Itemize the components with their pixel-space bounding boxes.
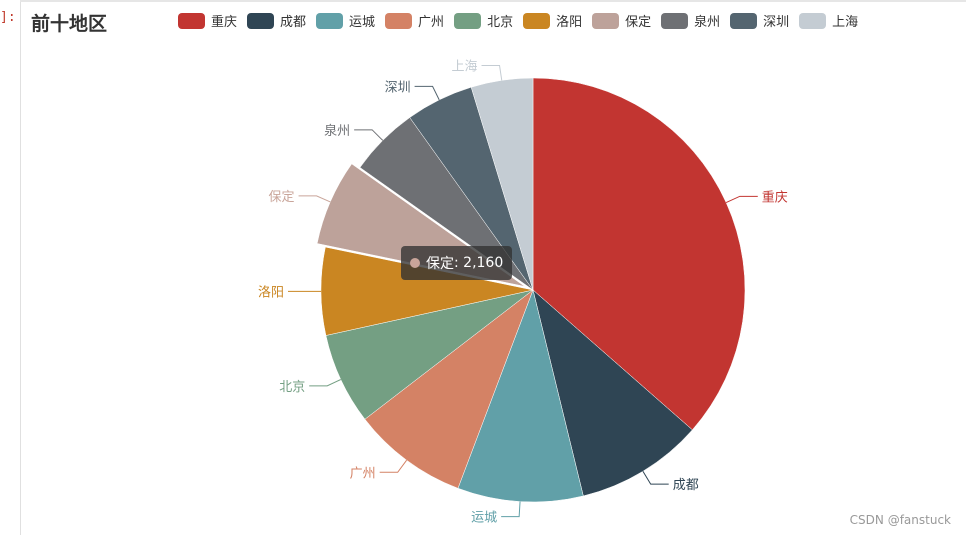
label-leader-line [481, 64, 503, 81]
legend-swatch [661, 12, 689, 29]
tooltip-value: 2,160 [463, 255, 504, 271]
legend-item[interactable]: 北京 [454, 11, 513, 30]
legend-label: 运城 [349, 15, 376, 30]
legend-item[interactable]: 成都 [247, 11, 306, 30]
slice-label: 运城 [471, 511, 497, 526]
pie-slice[interactable] [457, 289, 584, 503]
label-leader-line [379, 459, 408, 473]
legend-item[interactable]: 重庆 [178, 11, 237, 30]
legend-swatch [592, 12, 620, 29]
cell-top-rule [20, 0, 966, 2]
slice-label: 保定 [269, 190, 295, 205]
legend-item[interactable]: 洛阳 [523, 11, 582, 30]
legend-label: 上海 [832, 15, 859, 30]
slice-label: 广州 [350, 466, 376, 481]
legend-swatch [385, 12, 413, 29]
label-leader-line [309, 379, 342, 387]
slice-label: 重庆 [762, 189, 788, 205]
label-leader-line [642, 471, 669, 485]
slice-label: 上海 [452, 59, 478, 74]
legend-swatch [454, 12, 482, 29]
label-leader-line [298, 195, 331, 203]
slice-label: 成都 [673, 478, 699, 493]
tooltip-separator: : [454, 255, 464, 271]
legend-label: 北京 [487, 15, 514, 30]
chart-legend: 重庆 成都 运城 广州 北京 洛阳 保定 泉州 深圳 上海 [178, 11, 868, 30]
slice-label: 北京 [279, 380, 305, 395]
legend-item[interactable]: 保定 [592, 11, 651, 30]
legend-swatch [247, 12, 275, 29]
legend-label: 深圳 [763, 15, 790, 30]
legend-label: 保定 [625, 15, 652, 30]
legend-swatch [178, 12, 205, 29]
legend-label: 广州 [418, 15, 445, 30]
legend-label: 泉州 [694, 15, 721, 30]
slice-label: 泉州 [324, 123, 350, 139]
cell-left-rule [20, 0, 21, 535]
chart-title: 前十地区 [31, 13, 108, 35]
label-leader-line [501, 501, 521, 518]
legend-label: 重庆 [211, 15, 238, 30]
legend-swatch [316, 12, 344, 29]
legend-item[interactable]: 深圳 [730, 11, 789, 30]
slice-label: 深圳 [385, 80, 411, 95]
legend-swatch [799, 12, 827, 29]
legend-label: 成都 [280, 15, 307, 30]
legend-item[interactable]: 泉州 [661, 11, 720, 30]
legend-item[interactable]: 广州 [385, 11, 444, 30]
tooltip-series: 保定 [426, 256, 454, 272]
slice-label: 洛阳 [258, 285, 284, 300]
label-leader-line [725, 195, 758, 203]
cell-marker: ]: [0, 10, 16, 25]
legend-swatch [523, 12, 551, 29]
label-leader-line [354, 129, 384, 141]
pie-slice[interactable] [532, 289, 693, 497]
legend-swatch [730, 12, 758, 29]
legend-item[interactable]: 运城 [316, 11, 375, 30]
label-leader-line [414, 85, 440, 101]
chart-tooltip: 保定 : 2,160 [401, 246, 513, 280]
legend-item[interactable]: 上海 [799, 11, 858, 30]
tooltip-color-dot [410, 258, 420, 268]
pie-slice[interactable] [532, 77, 746, 431]
watermark: CSDN @fanstuck [849, 513, 951, 527]
legend-label: 洛阳 [556, 15, 583, 30]
